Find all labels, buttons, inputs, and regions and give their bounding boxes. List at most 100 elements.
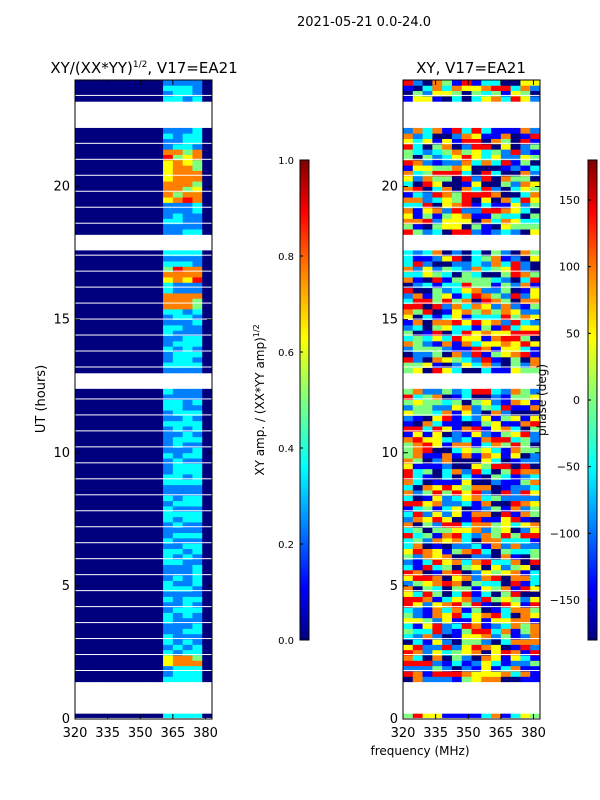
phase-heatmap-cell — [491, 644, 502, 651]
amplitude-heatmap-cell — [182, 628, 193, 635]
amplitude-heatmap-cell — [133, 314, 144, 321]
amplitude-heatmap-cell — [202, 601, 212, 608]
amplitude-heatmap-cell — [172, 293, 184, 299]
amplitude-heatmap-cell — [172, 149, 184, 155]
phase-heatmap-cell — [412, 308, 423, 315]
phase-heatmap-cell — [451, 665, 463, 672]
phase-heatmap-cell — [471, 628, 482, 635]
amplitude-heatmap-cell — [143, 303, 154, 310]
phase-heatmap-cell — [422, 495, 433, 502]
phase-heatmap-cell — [451, 495, 463, 502]
phase-heatmap-cell — [451, 548, 463, 555]
amplitude-heatmap-cell — [94, 426, 105, 432]
amplitude-heatmap-cell — [94, 186, 105, 193]
phase-heatmap-cell — [481, 154, 492, 161]
amplitude-heatmap-cell — [182, 559, 193, 565]
phase-heatmap-cell — [412, 548, 423, 555]
phase-heatmap-cell — [510, 175, 521, 182]
amplitude-heatmap-cell — [114, 202, 125, 209]
amplitude-heatmap-cell — [143, 388, 154, 395]
phase-heatmap-cell — [530, 255, 540, 262]
amplitude-heatmap-cell — [182, 426, 193, 432]
phase-flag-line — [403, 510, 540, 512]
phase-heatmap-cell — [461, 293, 472, 299]
amplitude-heatmap-cell — [182, 186, 193, 193]
amplitude-heatmap-cell — [192, 649, 203, 656]
amplitude-heatmap-cell — [123, 282, 135, 289]
amplitude-heatmap-cell — [163, 85, 174, 92]
phase-heatmap-cell — [451, 500, 463, 507]
phase-heatmap-cell — [451, 207, 463, 214]
phase-heatmap-cell — [530, 277, 540, 283]
phase-heatmap-cell — [491, 95, 502, 102]
phase-heatmap-cell — [451, 223, 463, 230]
amplitude-heatmap-cell — [94, 218, 105, 225]
amplitude-heatmap-cell — [84, 591, 95, 597]
phase-heatmap-cell — [481, 255, 492, 262]
amplitude-heatmap-cell — [192, 303, 203, 310]
phase-heatmap-cell — [461, 324, 472, 331]
phase-heatmap-cell — [422, 170, 433, 177]
phase-heatmap-cell — [510, 633, 521, 640]
phase-flag-line — [403, 462, 540, 464]
amplitude-heatmap-cell — [153, 218, 164, 225]
phase-heatmap-cell — [520, 127, 531, 134]
phase-heatmap-cell — [491, 484, 502, 491]
amplitude-heatmap-cell — [84, 85, 95, 92]
amplitude-heatmap-cell — [94, 85, 105, 92]
amplitude-title-main: XY/(XX*YY) — [50, 59, 133, 77]
phase-heatmap-cell — [422, 308, 433, 315]
phase-heatmap-cell — [471, 175, 482, 182]
amplitude-heatmap-cell — [172, 458, 184, 464]
phase-heatmap-cell — [432, 468, 443, 475]
amplitude-heatmap-cell — [123, 314, 135, 321]
phase-heatmap-cell — [491, 564, 502, 571]
phase-heatmap-cell — [422, 80, 433, 86]
phase-heatmap-cell — [481, 394, 492, 400]
phase-heatmap-cell — [403, 452, 414, 459]
phase-heatmap-cell — [520, 351, 531, 358]
amplitude-heatmap-cell — [133, 410, 144, 416]
phase-heatmap-cell — [520, 282, 531, 289]
amplitude-heatmap-cell — [182, 585, 193, 592]
amplitude-heatmap-cell — [114, 649, 125, 656]
amplitude-heatmap-cell — [133, 138, 144, 145]
phase-heatmap-cell — [471, 404, 482, 411]
amplitude-heatmap-cell — [114, 671, 125, 677]
amplitude-heatmap-cell — [182, 537, 193, 544]
phase-heatmap-cell — [451, 340, 463, 347]
amplitude-heatmap-cell — [94, 447, 105, 454]
phase-heatmap-cell — [481, 138, 492, 145]
amplitude-heatmap-cell — [94, 527, 105, 534]
amplitude-heatmap-cell — [143, 319, 154, 326]
amplitude-heatmap-cell — [143, 649, 154, 656]
phase-heatmap-cell — [520, 399, 531, 406]
amplitude-heatmap-cell — [114, 463, 125, 470]
amplitude-heatmap-cell — [202, 532, 212, 539]
amplitude-heatmap-cell — [153, 202, 164, 209]
amplitude-heatmap-cell — [163, 181, 174, 187]
amplitude-heatmap-cell — [163, 671, 174, 677]
phase-heatmap-cell — [442, 426, 453, 432]
amplitude-heatmap-cell — [163, 261, 174, 267]
phase-heatmap-cell — [451, 420, 463, 427]
amplitude-heatmap-cell — [75, 319, 86, 326]
phase-heatmap-cell — [461, 197, 472, 203]
amplitude-heatmap-cell — [104, 293, 115, 299]
phase-heatmap-cell — [403, 596, 414, 603]
phase-heatmap-cell — [491, 458, 502, 464]
phase-heatmap-cell — [510, 601, 521, 608]
phase-heatmap-cell — [530, 665, 540, 672]
amplitude-heatmap-cell — [133, 186, 144, 193]
phase-heatmap-cell — [491, 585, 502, 592]
amplitude-heatmap-cell — [172, 479, 184, 486]
phase-heatmap-cell — [491, 506, 502, 512]
amplitude-heatmap-cell — [202, 447, 212, 454]
amplitude-heatmap-cell — [114, 543, 125, 549]
phase-heatmap-cell — [481, 527, 492, 534]
phase-heatmap-cell — [403, 197, 414, 203]
amplitude-heatmap-cell — [182, 293, 193, 299]
phase-heatmap-cell — [500, 165, 512, 171]
phase-heatmap-cell — [481, 95, 492, 102]
amplitude-heatmap-cell — [202, 569, 212, 576]
